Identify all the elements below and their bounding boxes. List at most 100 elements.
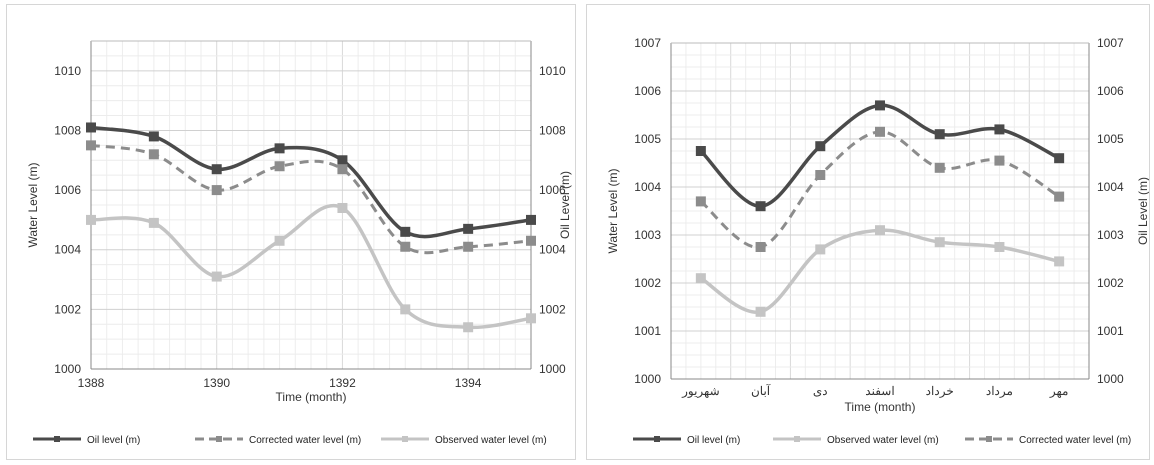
data-point-marker bbox=[400, 226, 411, 237]
y-tick-label-right: 1001 bbox=[1097, 324, 1124, 338]
legend-label-1: Observed water level (m) bbox=[827, 435, 939, 446]
x-axis-title: Time (month) bbox=[276, 390, 347, 404]
data-point-marker bbox=[274, 143, 285, 154]
data-point-marker bbox=[211, 271, 222, 282]
data-point-marker bbox=[1054, 153, 1065, 164]
data-point-marker bbox=[994, 155, 1005, 166]
data-point-marker bbox=[526, 214, 536, 225]
y-tick-label-left: 1002 bbox=[54, 302, 81, 316]
x-tick-label: خرداد bbox=[926, 384, 954, 398]
legend-label-1: Corrected water level (m) bbox=[249, 435, 361, 446]
data-point-marker bbox=[815, 170, 826, 180]
y-tick-label-left: 1008 bbox=[54, 123, 81, 137]
y-tick-label-right: 1002 bbox=[539, 302, 566, 316]
data-point-marker bbox=[337, 202, 348, 213]
data-point-marker bbox=[148, 131, 159, 142]
legend-label-0: Oil level (m) bbox=[687, 435, 740, 446]
data-point-marker bbox=[86, 214, 96, 225]
data-point-marker bbox=[337, 164, 348, 175]
left-chart-panel: 1388 1390 1392 1394 1000 1000 1002 1002 1004 1004… bbox=[6, 4, 576, 460]
x-tick-label: آبان bbox=[751, 383, 771, 398]
left-chart: 1388 1390 1392 1394 1000 1000 1002 1002 1004 1004… bbox=[26, 40, 572, 446]
y2-axis-title: Oil Level (m) bbox=[558, 171, 572, 239]
y-tick-label-left: 1000 bbox=[54, 362, 81, 376]
data-point-marker bbox=[148, 149, 159, 160]
data-point-marker bbox=[755, 306, 766, 317]
y-tick-label-left: 1000 bbox=[634, 372, 661, 386]
data-point-marker bbox=[463, 322, 474, 333]
legend-marker-1 bbox=[216, 436, 222, 442]
data-point-marker bbox=[815, 244, 826, 255]
right-chart: شهریور آبان دی اسفند خرداد مرداد مهر 1000 1000 10… bbox=[606, 36, 1150, 446]
data-point-marker bbox=[994, 242, 1005, 252]
x-tick-label: 1388 bbox=[78, 376, 105, 390]
y-axis-title: Water Level (m) bbox=[606, 169, 620, 254]
data-point-marker bbox=[148, 217, 159, 228]
data-point-marker bbox=[400, 241, 411, 252]
data-point-marker bbox=[875, 225, 885, 236]
y-tick-label-left: 1007 bbox=[634, 36, 661, 50]
legend-marker-0 bbox=[54, 436, 60, 442]
y2-axis-title: Oil Level (m) bbox=[1136, 177, 1149, 245]
y-tick-label-right: 1002 bbox=[1097, 276, 1124, 290]
data-point-marker bbox=[934, 237, 945, 248]
x-tick-label: 1390 bbox=[203, 376, 230, 390]
data-point-marker bbox=[934, 129, 945, 140]
data-point-marker bbox=[211, 164, 222, 175]
data-point-marker bbox=[994, 124, 1005, 135]
data-point-marker bbox=[463, 241, 474, 252]
y-tick-label-right: 1006 bbox=[539, 183, 566, 197]
legend-label-0: Oil level (m) bbox=[87, 435, 140, 446]
data-point-marker bbox=[695, 273, 706, 284]
data-point-marker bbox=[875, 100, 885, 111]
y-tick-label-right: 1005 bbox=[1097, 132, 1124, 146]
data-point-marker bbox=[815, 141, 826, 152]
series-line-2 bbox=[90, 204, 532, 330]
data-point-marker bbox=[875, 126, 885, 137]
y-tick-label-right: 1003 bbox=[1097, 228, 1124, 242]
y-tick-label-left: 1002 bbox=[634, 276, 661, 290]
data-point-marker bbox=[274, 161, 285, 172]
legend-marker-2 bbox=[402, 436, 408, 442]
x-tick-label: دی bbox=[813, 384, 828, 398]
y-tick-label-right: 1000 bbox=[539, 362, 566, 376]
data-point-marker bbox=[755, 242, 766, 252]
x-tick-label: 1394 bbox=[455, 376, 482, 390]
y-tick-label-right: 1004 bbox=[1097, 180, 1124, 194]
data-point-marker bbox=[934, 162, 945, 173]
data-point-marker bbox=[400, 304, 411, 315]
data-point-marker bbox=[463, 223, 474, 234]
y-tick-label-left: 1010 bbox=[54, 64, 81, 78]
x-tick-label: مرداد bbox=[986, 384, 1013, 398]
data-point-marker bbox=[695, 196, 706, 207]
legend-marker-0 bbox=[654, 436, 660, 442]
data-point-marker bbox=[274, 235, 285, 246]
legend-label-2: Observed water level (m) bbox=[435, 435, 547, 446]
data-point-marker bbox=[695, 146, 706, 156]
data-point-marker bbox=[211, 185, 222, 196]
y-tick-label-right: 1004 bbox=[539, 243, 566, 257]
y-axis-title: Water Level (m) bbox=[26, 163, 40, 248]
y-tick-label-left: 1006 bbox=[54, 183, 81, 197]
x-tick-label: 1392 bbox=[329, 376, 356, 390]
legend-marker-2 bbox=[986, 436, 992, 442]
data-point-marker bbox=[86, 140, 96, 151]
x-tick-label: اسفند bbox=[865, 384, 894, 398]
y-tick-label-right: 1008 bbox=[539, 123, 566, 137]
legend-label-2: Corrected water level (m) bbox=[1019, 435, 1131, 446]
y-tick-label-right: 1000 bbox=[1097, 372, 1124, 386]
y-tick-label-left: 1001 bbox=[634, 324, 661, 338]
x-tick-label: شهریور bbox=[681, 384, 720, 398]
y-tick-label-left: 1003 bbox=[634, 228, 661, 242]
right-chart-panel: شهریور آبان دی اسفند خرداد مرداد مهر 1000 1000 10… bbox=[586, 4, 1150, 460]
data-point-marker bbox=[1054, 191, 1065, 202]
data-point-marker bbox=[526, 235, 536, 246]
series-line-0 bbox=[90, 125, 532, 239]
data-point-marker bbox=[526, 313, 536, 324]
y-tick-label-left: 1006 bbox=[634, 84, 661, 98]
y-tick-label-right: 1010 bbox=[539, 64, 566, 78]
legend-marker-1 bbox=[794, 436, 800, 442]
y-tick-label-right: 1007 bbox=[1097, 36, 1124, 50]
data-point-marker bbox=[337, 155, 348, 166]
y-tick-label-left: 1004 bbox=[634, 180, 661, 194]
